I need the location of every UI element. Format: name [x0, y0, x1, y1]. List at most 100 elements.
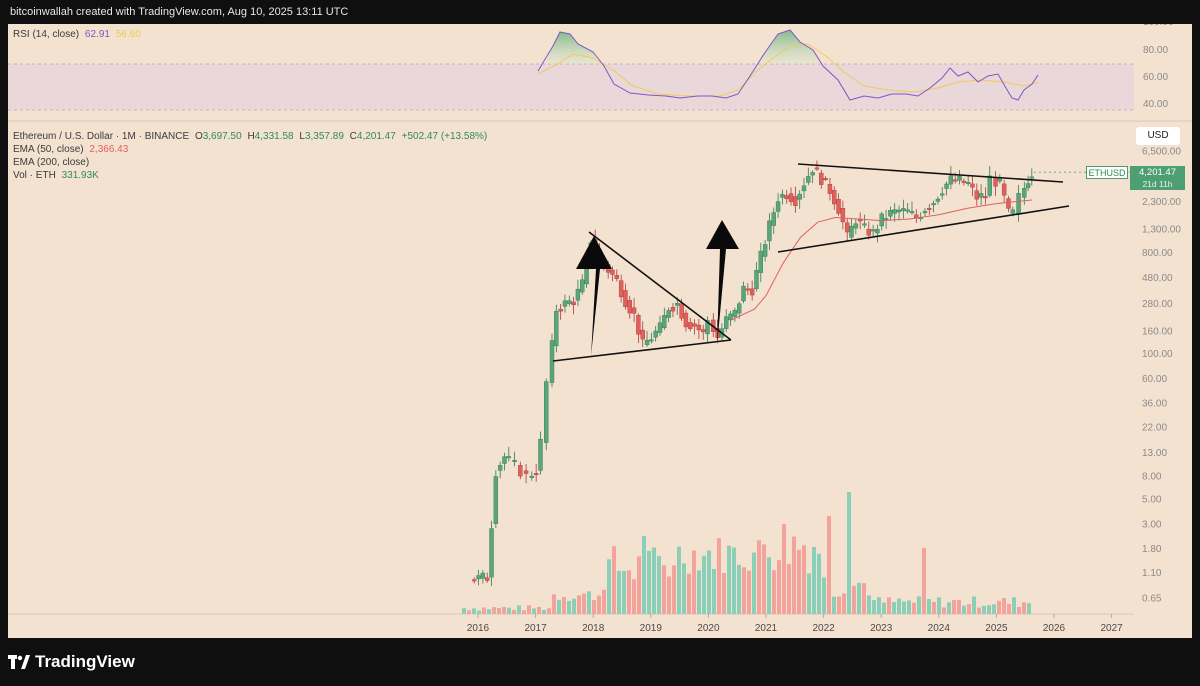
volume-bar: [532, 608, 536, 614]
volume-bar: [702, 555, 706, 614]
candle: [845, 222, 850, 233]
candle: [849, 225, 854, 238]
volume-bar: [572, 598, 576, 614]
volume-bar: [937, 597, 941, 614]
candles: [472, 160, 1035, 586]
volume-bar: [552, 594, 556, 614]
volume-bar: [952, 600, 956, 614]
candle: [732, 309, 738, 317]
volume-bar: [847, 492, 851, 614]
rsi-line: [537, 29, 1039, 101]
candle: [657, 322, 663, 333]
rsi-axis-tick: 100.00: [1143, 24, 1174, 28]
candle: [538, 438, 543, 471]
volume-bar: [472, 608, 476, 614]
rsi-axis-tick: 80.00: [1143, 45, 1168, 56]
candle: [909, 211, 915, 214]
volume-bar: [827, 516, 831, 614]
candle: [728, 313, 733, 321]
price-axis-tick: 6,500.00: [1142, 147, 1181, 158]
high-value: 4,331.58: [254, 131, 294, 142]
candle: [965, 182, 971, 184]
candle: [879, 213, 884, 227]
candle: [788, 193, 794, 202]
candle: [493, 476, 499, 524]
volume-label: Vol · ETH: [13, 170, 56, 181]
volume-bar: [812, 546, 816, 614]
candle: [987, 175, 992, 196]
volume-bar: [862, 583, 866, 614]
volume-bar: [522, 610, 526, 614]
volume-bar: [692, 550, 696, 614]
up-arrow-2: [706, 220, 739, 346]
volume-bar: [857, 582, 861, 614]
price-axis-tick: 22.00: [1142, 423, 1167, 434]
volume-bar: [597, 595, 601, 614]
chart-area[interactable]: 100.00 80.00 60.00 40.00 6,500.00 2,300.00 1,3…: [8, 24, 1192, 638]
ema200-label: EMA (200, close): [13, 157, 90, 168]
volume-bar: [742, 567, 746, 614]
candle: [806, 176, 811, 183]
volume-bar: [627, 570, 631, 614]
time-axis-tick: 2020: [697, 623, 720, 634]
last-price-tag: ETHUSD 4,201.47 21d 11h: [1086, 166, 1191, 192]
volume-bar: [942, 607, 946, 614]
volume-bar: [892, 602, 896, 614]
price-axis-tick: 1.80: [1142, 544, 1162, 555]
low-label: L: [299, 131, 305, 142]
chart-svg[interactable]: 100.00 80.00 60.00 40.00 6,500.00 2,300.00 1,3…: [8, 24, 1192, 638]
volume-bars: [462, 492, 1031, 614]
candle: [1006, 198, 1011, 209]
volume-bar: [467, 610, 471, 614]
candle: [749, 288, 755, 296]
volume-bar: [917, 596, 921, 614]
candle: [931, 203, 936, 206]
time-axis-tick: 2022: [812, 623, 835, 634]
currency-button[interactable]: USD: [1136, 127, 1180, 145]
ema50-value: 2,366.43: [89, 144, 129, 155]
volume-bar: [1007, 603, 1011, 614]
price-axis-tick: 160.00: [1142, 326, 1173, 337]
high-label: H: [247, 131, 255, 142]
price-axis-tick: 800.00: [1142, 248, 1173, 259]
time-axis-tick: 2025: [985, 623, 1008, 634]
volume-bar: [902, 601, 906, 614]
candle: [983, 196, 988, 199]
volume-bar: [747, 570, 751, 614]
rsi-legend: RSI (14, close) 62.91 56.60: [13, 28, 144, 41]
volume-bar: [697, 570, 701, 614]
candle: [892, 209, 897, 214]
rsi-axis-tick: 40.00: [1143, 99, 1168, 110]
candle: [666, 310, 671, 318]
price-axis-tick: 100.00: [1142, 349, 1173, 360]
trendline-upper-1: [588, 231, 732, 341]
candle: [767, 220, 772, 242]
volume-bar: [957, 599, 961, 614]
candle: [683, 312, 689, 328]
volume-bar: [737, 564, 741, 614]
volume-bar: [667, 576, 671, 614]
tradingview-logo[interactable]: TradingView: [8, 650, 135, 674]
volume-bar: [537, 606, 541, 614]
open-label: O: [194, 131, 203, 142]
time-axis-tick: 2026: [1043, 623, 1066, 634]
candle: [670, 307, 676, 312]
candle: [970, 183, 975, 188]
price-axis-tick: 280.00: [1142, 299, 1173, 310]
candle: [472, 579, 477, 582]
candle: [1025, 183, 1031, 189]
volume-bar: [752, 552, 756, 614]
volume-bar: [777, 560, 781, 614]
candle: [771, 212, 776, 226]
candle: [737, 303, 742, 314]
candle: [533, 473, 539, 476]
time-axis-tick: 2019: [640, 623, 663, 634]
candle: [836, 198, 841, 214]
volume-bar: [567, 600, 571, 614]
volume-bar: [557, 599, 561, 614]
volume-bar: [602, 589, 606, 614]
tradingview-brand: TradingView: [35, 652, 135, 671]
ema50-label: EMA (50, close): [13, 144, 84, 155]
volume-bar: [497, 608, 501, 614]
attribution-header: bitcoinwallah created with TradingView.c…: [10, 6, 349, 18]
